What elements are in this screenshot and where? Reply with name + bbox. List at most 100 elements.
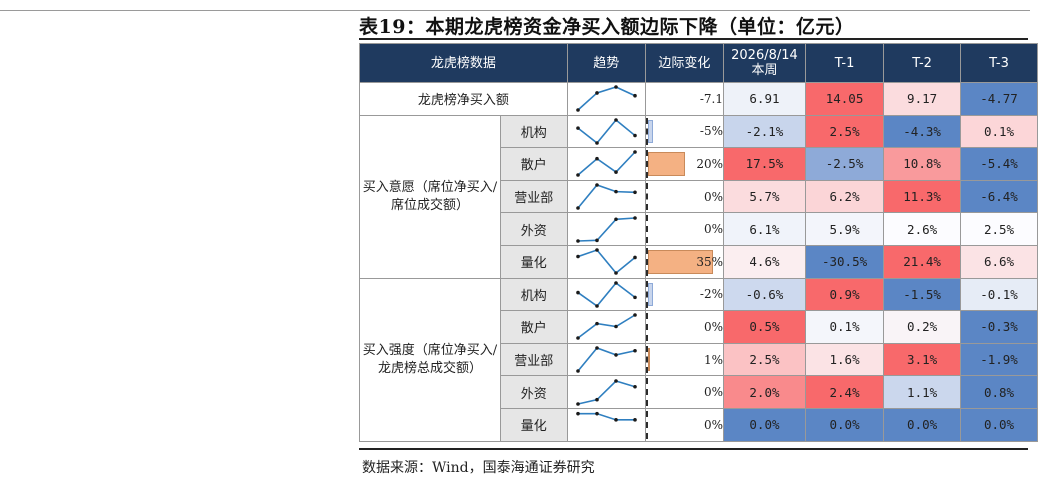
value-t1: 1.6% — [804, 342, 885, 377]
change-cell: -2% — [644, 277, 724, 312]
sparkline-point — [575, 206, 580, 210]
sparkline-point — [613, 418, 618, 422]
header-t1: T-1 — [804, 43, 885, 83]
sparkline-point — [632, 418, 637, 422]
change-cell: -5% — [644, 114, 724, 149]
sparkline-line — [577, 86, 636, 111]
value-t3: 0.1% — [960, 114, 1038, 149]
change-axis — [646, 182, 648, 211]
change-value: 35% — [696, 254, 723, 269]
value-t3: -4.77 — [960, 82, 1038, 116]
value-current: 4.6% — [722, 244, 806, 279]
sparkline-point — [575, 173, 580, 178]
value-current: 2.5% — [722, 342, 806, 377]
change-value: -5% — [699, 124, 723, 139]
value-current: -0.6% — [722, 277, 806, 312]
sparkline-svg — [575, 85, 637, 113]
title-rule — [359, 38, 1028, 40]
value-current: 6.91 — [722, 82, 806, 116]
change-value: 0% — [703, 189, 723, 204]
sparkline-svg — [575, 378, 637, 406]
row-label: 外资 — [499, 375, 568, 409]
trend-sparkline — [566, 244, 646, 279]
change-cell: 0% — [644, 407, 724, 442]
change-value: 1% — [703, 352, 723, 367]
change-axis — [646, 215, 648, 243]
group-label: 买入意愿（席位净买入/席位成交额） — [359, 114, 501, 279]
row-label: 龙虎榜净买入额 — [359, 82, 568, 116]
table-row: 龙虎榜净买入额 -7.1 6.91 14.05 9.17 -4.77 — [359, 82, 1038, 116]
dragon-tiger-table: 龙虎榜数据 趋势 边际变化 2026/8/14 本周 T-1 T-2 T-3 龙… — [359, 43, 1038, 442]
header-trend: 趋势 — [566, 43, 646, 83]
sparkline-svg — [575, 150, 637, 178]
sparkline-point — [613, 271, 618, 276]
table-row: 买入意愿（席位净买入/席位成交额） 机构 -5% -2.1% 2.5% -4.3% 0.1% — [359, 114, 1038, 279]
header-current: 2026/8/14 本周 — [722, 43, 806, 83]
table-row: 营业部 0% 5.7% 6.2% 11.3% -6.4% — [360, 179, 1038, 214]
sparkline-point — [632, 215, 637, 220]
sparkline-point — [632, 133, 637, 138]
change-cell: 0% — [644, 375, 724, 409]
sparkline-point — [575, 412, 580, 416]
change-cell: 35% — [644, 244, 724, 279]
sparkline-point — [632, 255, 637, 260]
value-t3: -6.4% — [960, 179, 1038, 214]
sparkline-point — [632, 150, 637, 155]
change-axis — [646, 117, 648, 146]
header-current-date: 2026/8/14 — [731, 48, 798, 63]
value-t3: -0.1% — [960, 277, 1038, 312]
sparkline-svg — [575, 215, 637, 243]
change-axis — [646, 378, 648, 406]
sparkline-svg — [575, 248, 637, 276]
sparkline-point — [575, 255, 580, 259]
sparkline-line — [577, 379, 635, 405]
value-t2: 21.4% — [883, 244, 962, 279]
change-bar — [647, 282, 653, 307]
value-t1: -30.5% — [804, 244, 885, 279]
sparkline-svg — [575, 183, 637, 210]
change-value: 20% — [696, 156, 723, 171]
header-t2: T-2 — [883, 43, 962, 83]
sparkline-point — [575, 369, 580, 373]
sparkline-point — [575, 126, 580, 130]
trend-sparkline — [566, 82, 646, 116]
trend-sparkline — [566, 212, 646, 246]
change-cell: -7.1 — [644, 82, 724, 116]
sparkline-line — [577, 151, 636, 177]
change-cell: 20% — [644, 147, 724, 181]
sparkline-point — [594, 238, 599, 242]
bottom-rule — [359, 448, 1028, 450]
value-t3: -1.9% — [960, 342, 1038, 377]
change-value: 0% — [703, 319, 723, 334]
value-t1: 0.9% — [804, 277, 885, 312]
header-t3: T-3 — [960, 43, 1038, 83]
value-t2: 2.6% — [883, 212, 962, 246]
change-cell: 0% — [644, 310, 724, 344]
sparkline-line — [577, 216, 635, 242]
sparkline-point — [594, 248, 599, 253]
change-value: 0% — [703, 385, 723, 400]
table-row: 散户 20% 17.5% -2.5% 10.8% -5.4% — [360, 147, 1038, 181]
value-t2: -4.3% — [883, 114, 962, 149]
change-value: 0% — [703, 222, 723, 237]
sparkline-point — [594, 91, 599, 96]
trend-sparkline — [566, 277, 646, 312]
value-t3: 2.5% — [960, 212, 1038, 246]
sparkline-svg — [575, 313, 637, 341]
sparkline-point — [575, 336, 580, 341]
sparkline-point — [594, 322, 599, 326]
value-current: 5.7% — [722, 179, 806, 214]
trend-sparkline — [566, 375, 646, 409]
change-bar — [647, 249, 713, 274]
row-label: 机构 — [499, 277, 568, 312]
trend-sparkline — [566, 310, 646, 344]
sparkline-svg — [575, 346, 637, 373]
sparkline-svg — [575, 281, 637, 308]
table-row: 量化 0% 0.0% 0.0% 0.0% 0.0% — [360, 407, 1038, 442]
sparkline-point — [613, 378, 618, 383]
sparkline-point — [632, 349, 637, 353]
value-current: 0.5% — [722, 310, 806, 344]
table-row: 外资 0% 2.0% 2.4% 1.1% 0.8% — [360, 375, 1038, 409]
sparkline-point — [632, 384, 637, 389]
value-current: 2.0% — [722, 375, 806, 409]
